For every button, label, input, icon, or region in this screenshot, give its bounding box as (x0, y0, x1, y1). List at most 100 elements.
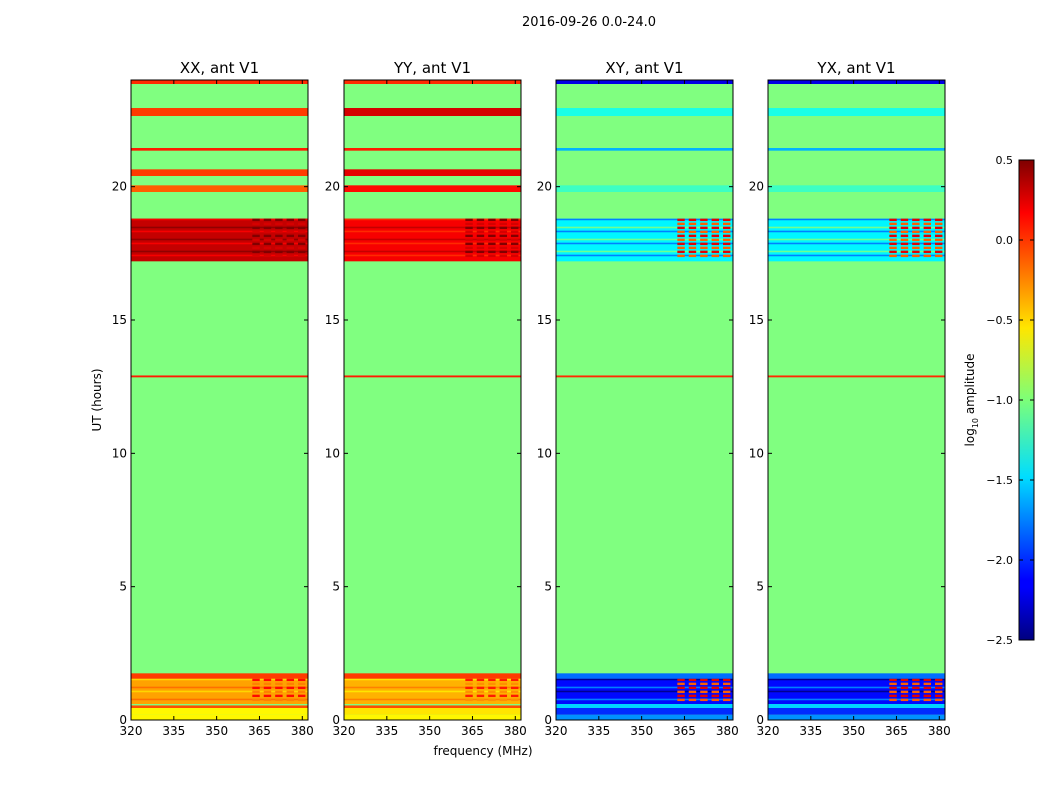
heatmap-column-cell (252, 254, 260, 258)
heatmap-column-cell (511, 694, 519, 698)
heatmap-stripe (344, 226, 521, 229)
heatmap-column-cell (889, 690, 897, 694)
heatmap-column-cell (688, 230, 697, 234)
heatmap-stripe (556, 678, 733, 681)
heatmap-stripe (556, 686, 733, 689)
y-tick-label: 20 (112, 180, 127, 194)
heatmap-stripe (344, 690, 521, 693)
heatmap-column-cell (476, 218, 485, 222)
heatmap-column-cell (723, 246, 731, 250)
heatmap-band (131, 714, 308, 720)
heatmap-stripe (344, 246, 521, 249)
heatmap-stripe (556, 218, 733, 221)
heatmap-column-cell (923, 222, 932, 226)
heatmap-band (131, 169, 308, 176)
heatmap-stripe (768, 218, 945, 221)
heatmap-column-cell (700, 694, 708, 698)
heatmap-column-cell (935, 250, 943, 254)
heatmap-stripe (344, 250, 521, 253)
heatmap-column-cell (286, 218, 295, 222)
heatmap-column-cell (286, 230, 295, 234)
heatmap-band (556, 704, 733, 708)
heatmap-column-cell (488, 694, 496, 698)
heatmap-column-cell (298, 682, 306, 686)
heatmap-column-cell (465, 686, 473, 690)
heatmap-stripe (131, 694, 308, 697)
heatmap-stripe (131, 690, 308, 693)
heatmap-column-cell (688, 226, 697, 230)
heatmap-column-cell (499, 234, 508, 238)
heatmap-column-cell (476, 678, 485, 682)
heatmap-column-cell (688, 254, 697, 258)
heatmap-column-cell (900, 686, 909, 690)
heatmap-stripe (768, 682, 945, 685)
heatmap-band (556, 80, 733, 84)
heatmap-stripe (556, 226, 733, 229)
heatmap-column-cell (935, 242, 943, 246)
heatmap-column-cell (275, 690, 283, 694)
heatmap-stripe (131, 238, 308, 241)
heatmap-column-cell (923, 234, 932, 238)
heatmap-column-cell (499, 242, 508, 246)
heatmap-column-cell (677, 694, 685, 698)
heatmap-column-cell (688, 218, 697, 222)
heatmap-column-cell (923, 694, 932, 698)
panel-4: YX, ant V1 320 335 350 365 380 0 5 10 15 20 (749, 59, 951, 738)
heatmap-column-cell (465, 218, 473, 222)
heatmap-column-cell (499, 698, 508, 702)
heatmap-column-cell (723, 682, 731, 686)
panel-2: YY, ant V1 320 335 350 365 380 0 5 10 15 20 (325, 59, 527, 738)
heatmap-stripe (768, 686, 945, 689)
heatmap-column-cell (935, 682, 943, 686)
heatmap-column-cell (286, 686, 295, 690)
heatmap-column-cell (900, 238, 909, 242)
heatmap-column-cell (700, 678, 708, 682)
heatmap-column-cell (476, 234, 485, 238)
heatmap-column-cell (511, 690, 519, 694)
heatmap-column-cell (252, 238, 260, 242)
heatmap-column-cell (711, 254, 720, 258)
heatmap-band (556, 148, 733, 151)
heatmap-column-cell (935, 678, 943, 682)
heatmap-stripe (768, 238, 945, 241)
heatmap-column-cell (912, 682, 920, 686)
heatmap-stripe (556, 698, 733, 701)
heatmap-column-cell (499, 238, 508, 242)
heatmap-column-cell (912, 678, 920, 682)
heatmap-column-cell (488, 682, 496, 686)
heatmap-column-cell (923, 690, 932, 694)
heatmap-column-cell (923, 238, 932, 242)
heatmap-column-cell (465, 222, 473, 226)
heatmap-column-cell (263, 678, 272, 682)
heatmap-band (344, 108, 521, 116)
heatmap-band (131, 80, 308, 84)
heatmap-column-cell (935, 238, 943, 242)
heatmap-column-cell (711, 238, 720, 242)
figure-suptitle: 2016-09-26 0.0-24.0 (522, 15, 656, 30)
heatmap-column-cell (889, 254, 897, 258)
heatmap-column-cell (723, 698, 731, 702)
heatmap-column-cell (488, 678, 496, 682)
heatmap-column-cell (476, 250, 485, 254)
y-tick-label: 20 (325, 180, 340, 194)
heatmap-column-cell (476, 242, 485, 246)
heatmap-column-cell (723, 250, 731, 254)
x-tick-label: 335 (587, 724, 610, 738)
heatmap-band (131, 148, 308, 151)
heatmap-stripe (556, 238, 733, 241)
heatmap-column-cell (476, 698, 485, 702)
heatmap-column-cell (935, 218, 943, 222)
heatmap-column-cell (700, 242, 708, 246)
x-tick-label: 350 (205, 724, 228, 738)
heatmap-column-cell (488, 254, 496, 258)
heatmap-column-cell (511, 230, 519, 234)
heatmap-stripe (556, 690, 733, 693)
heatmap-column-cell (499, 246, 508, 250)
heatmap-column-cell (465, 246, 473, 250)
heatmap-stripe (768, 222, 945, 225)
heatmap-band (556, 108, 733, 116)
y-tick-label: 20 (537, 180, 552, 194)
heatmap-column-cell (711, 218, 720, 222)
colorbar-tick-label: 0.0 (996, 234, 1014, 247)
heatmap-column-cell (511, 234, 519, 238)
